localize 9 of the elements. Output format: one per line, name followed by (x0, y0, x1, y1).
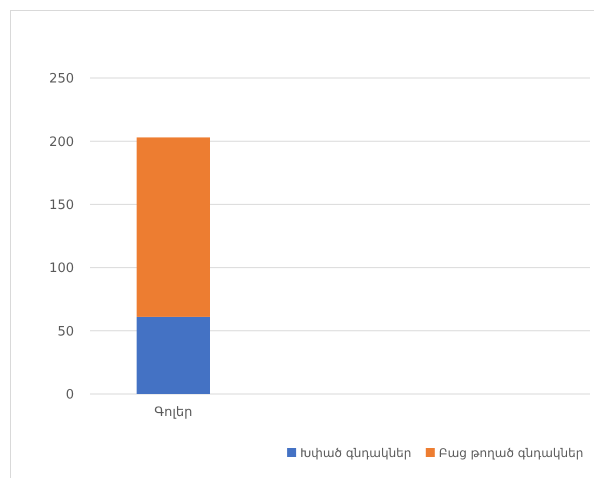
legend-label: Բաց թողած գնդակներ (438, 446, 584, 460)
legend-label: Խփած գնդակներ (300, 446, 412, 460)
x-tick-label: Գոլեր (154, 405, 192, 420)
y-tick-label: 0 (66, 388, 74, 403)
y-tick-label: 250 (49, 72, 74, 87)
y-tick-label: 150 (49, 198, 74, 213)
y-tick-label: 100 (49, 261, 74, 276)
y-tick-label: 50 (57, 324, 74, 340)
y-tick-label: 200 (49, 134, 74, 150)
